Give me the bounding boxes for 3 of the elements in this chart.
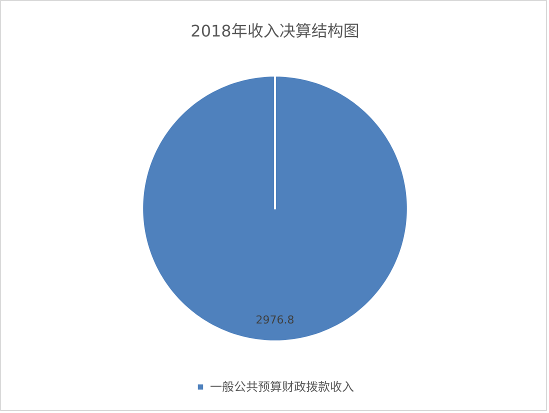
chart-title: 2018年收入决算结构图: [190, 22, 360, 40]
legend-label: 一般公共预算财政拨款收入: [210, 379, 354, 395]
data-label: 2976.8: [256, 313, 294, 326]
